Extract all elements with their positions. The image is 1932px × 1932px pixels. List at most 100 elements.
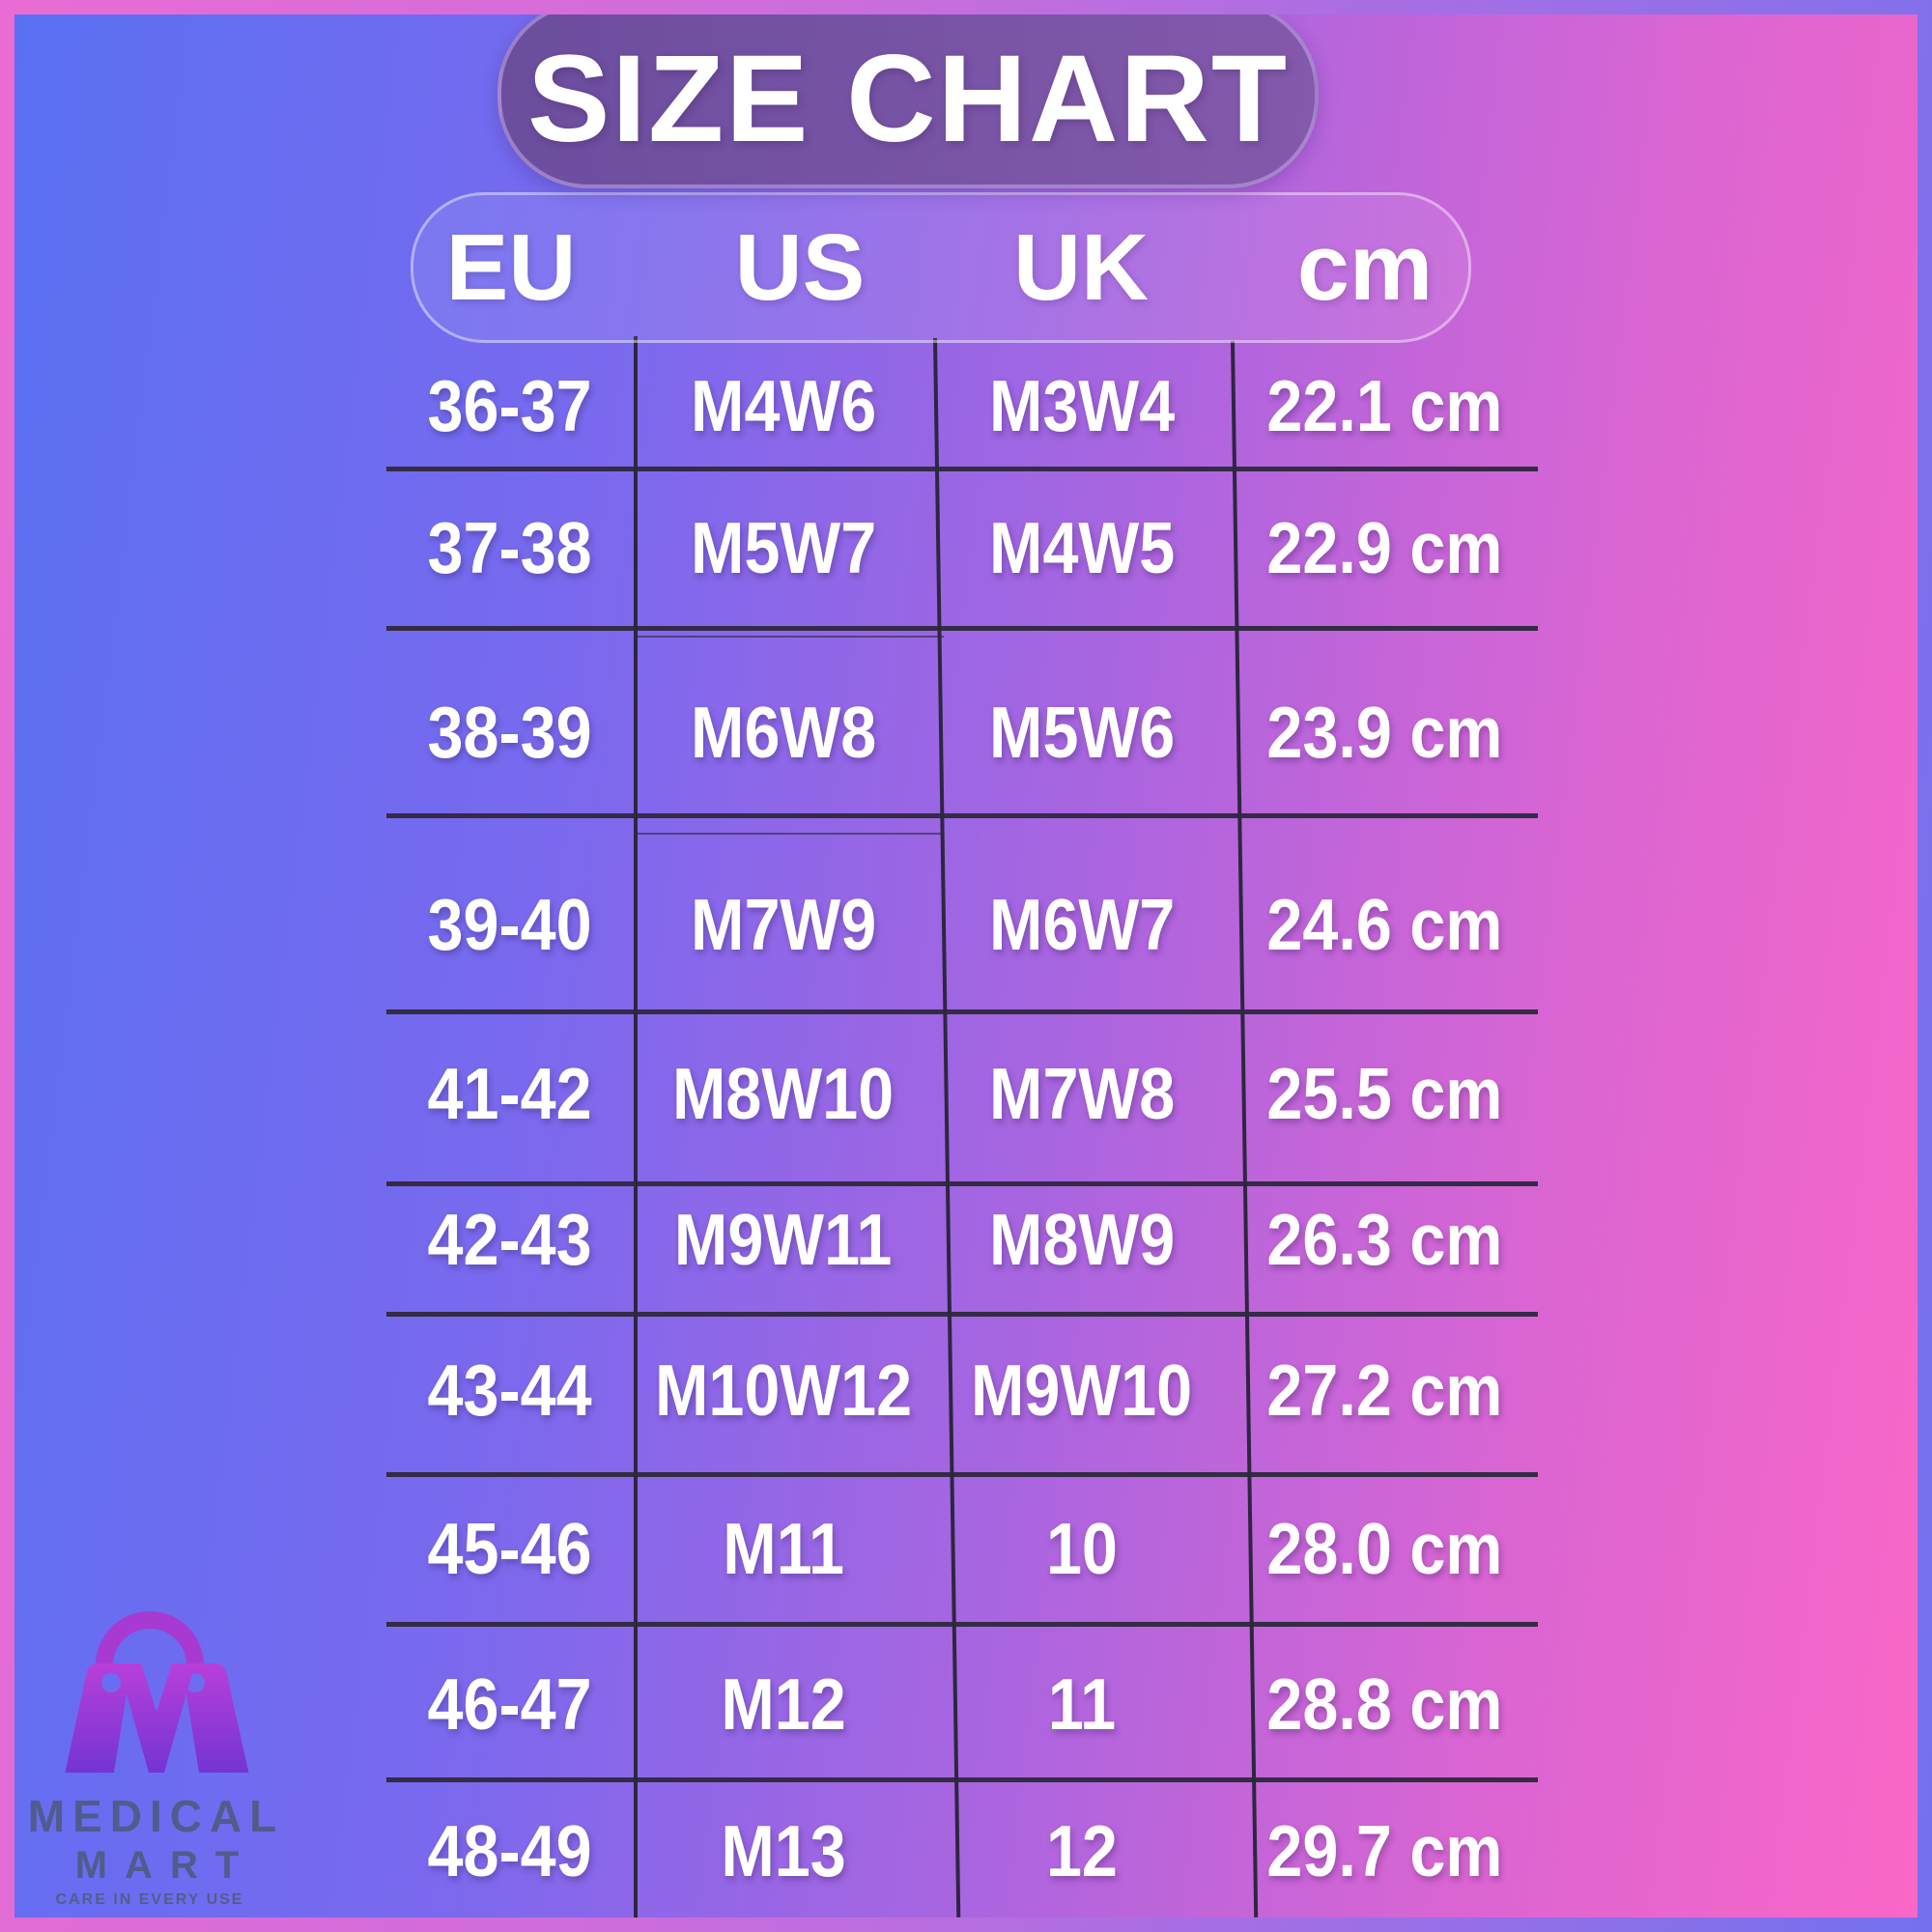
table-cell: M8W9 bbox=[933, 1186, 1231, 1293]
table-cell-value: 45-46 bbox=[427, 1507, 593, 1590]
table-cell-value: M4W5 bbox=[988, 506, 1176, 589]
row-divider-line bbox=[386, 1472, 1538, 1477]
table-cell-value: 11 bbox=[1047, 1662, 1117, 1746]
row-divider-line bbox=[386, 1181, 1538, 1186]
table-row: 43-44 M10W12 M9W10 27.2 cm bbox=[386, 1337, 1538, 1443]
table-cell-value: 36-37 bbox=[427, 364, 593, 447]
table-cell: 11 bbox=[933, 1651, 1231, 1757]
table-cell: M5W7 bbox=[634, 495, 933, 601]
row-divider-line bbox=[386, 813, 1538, 818]
column-header-eu: EU bbox=[445, 214, 577, 320]
table-cell: 36-37 bbox=[386, 353, 634, 459]
table-cell-value: 37-38 bbox=[427, 506, 593, 589]
table-cell: 28.8 cm bbox=[1231, 1651, 1538, 1757]
table-cell-value: M8W9 bbox=[988, 1198, 1176, 1281]
table-cell-value: 25.5 cm bbox=[1265, 1052, 1503, 1135]
table-cell-value: M8W10 bbox=[672, 1052, 895, 1135]
table-cell: 26.3 cm bbox=[1231, 1186, 1538, 1293]
title-pill: SIZE CHART bbox=[497, 14, 1319, 188]
table-cell-value: M6W8 bbox=[690, 691, 877, 774]
table-cell: M12 bbox=[634, 1651, 933, 1757]
table-cell-value: 24.6 cm bbox=[1265, 883, 1503, 966]
table-cell: M11 bbox=[634, 1495, 933, 1602]
m-middle-v bbox=[118, 1663, 195, 1773]
table-cell: 46-47 bbox=[386, 1651, 634, 1757]
table-cell: M4W5 bbox=[933, 495, 1231, 601]
table-cell: M5W6 bbox=[933, 679, 1231, 785]
table-cell: 48-49 bbox=[386, 1798, 634, 1904]
table-cell-value: M10W12 bbox=[654, 1349, 913, 1432]
table-cell-value: 23.9 cm bbox=[1265, 691, 1503, 774]
artifact-line bbox=[638, 833, 944, 835]
table-cell: 25.5 cm bbox=[1231, 1040, 1538, 1147]
table-cell: M13 bbox=[634, 1798, 933, 1904]
table-cell-value: M4W6 bbox=[690, 364, 877, 447]
table-cell-value: 28.0 cm bbox=[1265, 1507, 1503, 1590]
row-divider-line bbox=[386, 467, 1538, 471]
row-divider-line bbox=[386, 1312, 1538, 1317]
table-cell-value: 41-42 bbox=[427, 1052, 593, 1135]
table-cell: 39-40 bbox=[386, 871, 634, 978]
row-divider-line bbox=[386, 1777, 1538, 1782]
table-cell-value: 48-49 bbox=[427, 1809, 593, 1892]
table-row: 48-49 M13 12 29.7 cm bbox=[386, 1798, 1538, 1904]
table-row: 39-40 M7W9 M6W7 24.6 cm bbox=[386, 871, 1538, 978]
table-cell: M6W7 bbox=[933, 871, 1231, 978]
table-cell-value: 46-47 bbox=[427, 1662, 593, 1746]
table-cell-value: M6W7 bbox=[988, 883, 1176, 966]
table-cell: 42-43 bbox=[386, 1186, 634, 1293]
table-cell-value: M5W6 bbox=[988, 691, 1176, 774]
table-cell: 38-39 bbox=[386, 679, 634, 785]
table-cell: 43-44 bbox=[386, 1337, 634, 1443]
table-cell: 22.9 cm bbox=[1231, 495, 1538, 601]
table-cell-value: 22.9 cm bbox=[1265, 506, 1503, 589]
table-cell: 12 bbox=[933, 1798, 1231, 1904]
column-header-cm: cm bbox=[1296, 214, 1434, 320]
table-cell: 22.1 cm bbox=[1231, 353, 1538, 459]
page-title: SIZE CHART bbox=[527, 29, 1289, 168]
table-cell: 28.0 cm bbox=[1231, 1495, 1538, 1602]
table-cell-value: M5W7 bbox=[690, 506, 877, 589]
table-row: 36-37 M4W6 M3W4 22.1 cm bbox=[386, 353, 1538, 459]
table-cell-value: M7W9 bbox=[690, 883, 877, 966]
m-right-leg bbox=[182, 1663, 249, 1773]
table-cell-value: M11 bbox=[723, 1507, 844, 1590]
table-cell: M3W4 bbox=[933, 353, 1231, 459]
table-cell-value: 38-39 bbox=[427, 691, 593, 774]
shopping-bag-m-icon: ® bbox=[65, 1611, 249, 1773]
row-divider-line bbox=[386, 1009, 1538, 1014]
table-cell-value: M7W8 bbox=[988, 1052, 1176, 1135]
table-cell-value: 22.1 cm bbox=[1265, 364, 1503, 447]
table-cell: 45-46 bbox=[386, 1495, 634, 1602]
table-cell-value: 39-40 bbox=[427, 883, 593, 966]
table-cell-value: M13 bbox=[721, 1809, 846, 1892]
artifact-line bbox=[638, 636, 944, 638]
table-cell: 27.2 cm bbox=[1231, 1337, 1538, 1443]
column-header-uk: UK bbox=[1012, 214, 1150, 320]
bag-handle bbox=[96, 1611, 204, 1674]
table-cell: M10W12 bbox=[634, 1337, 933, 1443]
table-row: 45-46 M11 10 28.0 cm bbox=[386, 1495, 1538, 1602]
table-cell: 10 bbox=[933, 1495, 1231, 1602]
table-cell: M7W8 bbox=[933, 1040, 1231, 1147]
column-divider-line bbox=[634, 336, 638, 1918]
table-row: 41-42 M8W10 M7W8 25.5 cm bbox=[386, 1040, 1538, 1147]
table-cell: 37-38 bbox=[386, 495, 634, 601]
table-header-pill: EU US UK cm bbox=[411, 192, 1471, 343]
table-cell-value: 12 bbox=[1046, 1809, 1118, 1892]
table-cell: 24.6 cm bbox=[1231, 871, 1538, 978]
table-cell-value: 29.7 cm bbox=[1265, 1809, 1503, 1892]
table-cell: M9W11 bbox=[634, 1186, 933, 1293]
logo-wordmark-mart: MART bbox=[74, 1844, 257, 1887]
table-cell: M7W9 bbox=[634, 871, 933, 978]
table-cell: 23.9 cm bbox=[1231, 679, 1538, 785]
table-cell: 41-42 bbox=[386, 1040, 634, 1147]
page-background: SIZE CHART EU US UK cm 36-37 M4W bbox=[14, 14, 1918, 1918]
logo-tagline: CARE IN EVERY USE bbox=[55, 1891, 244, 1908]
table-cell-value: 28.8 cm bbox=[1265, 1662, 1503, 1746]
table-cell-value: 26.3 cm bbox=[1265, 1198, 1503, 1281]
table-cell-value: 42-43 bbox=[427, 1198, 593, 1281]
table-cell: M8W10 bbox=[634, 1040, 933, 1147]
row-divider-line bbox=[386, 1622, 1538, 1627]
